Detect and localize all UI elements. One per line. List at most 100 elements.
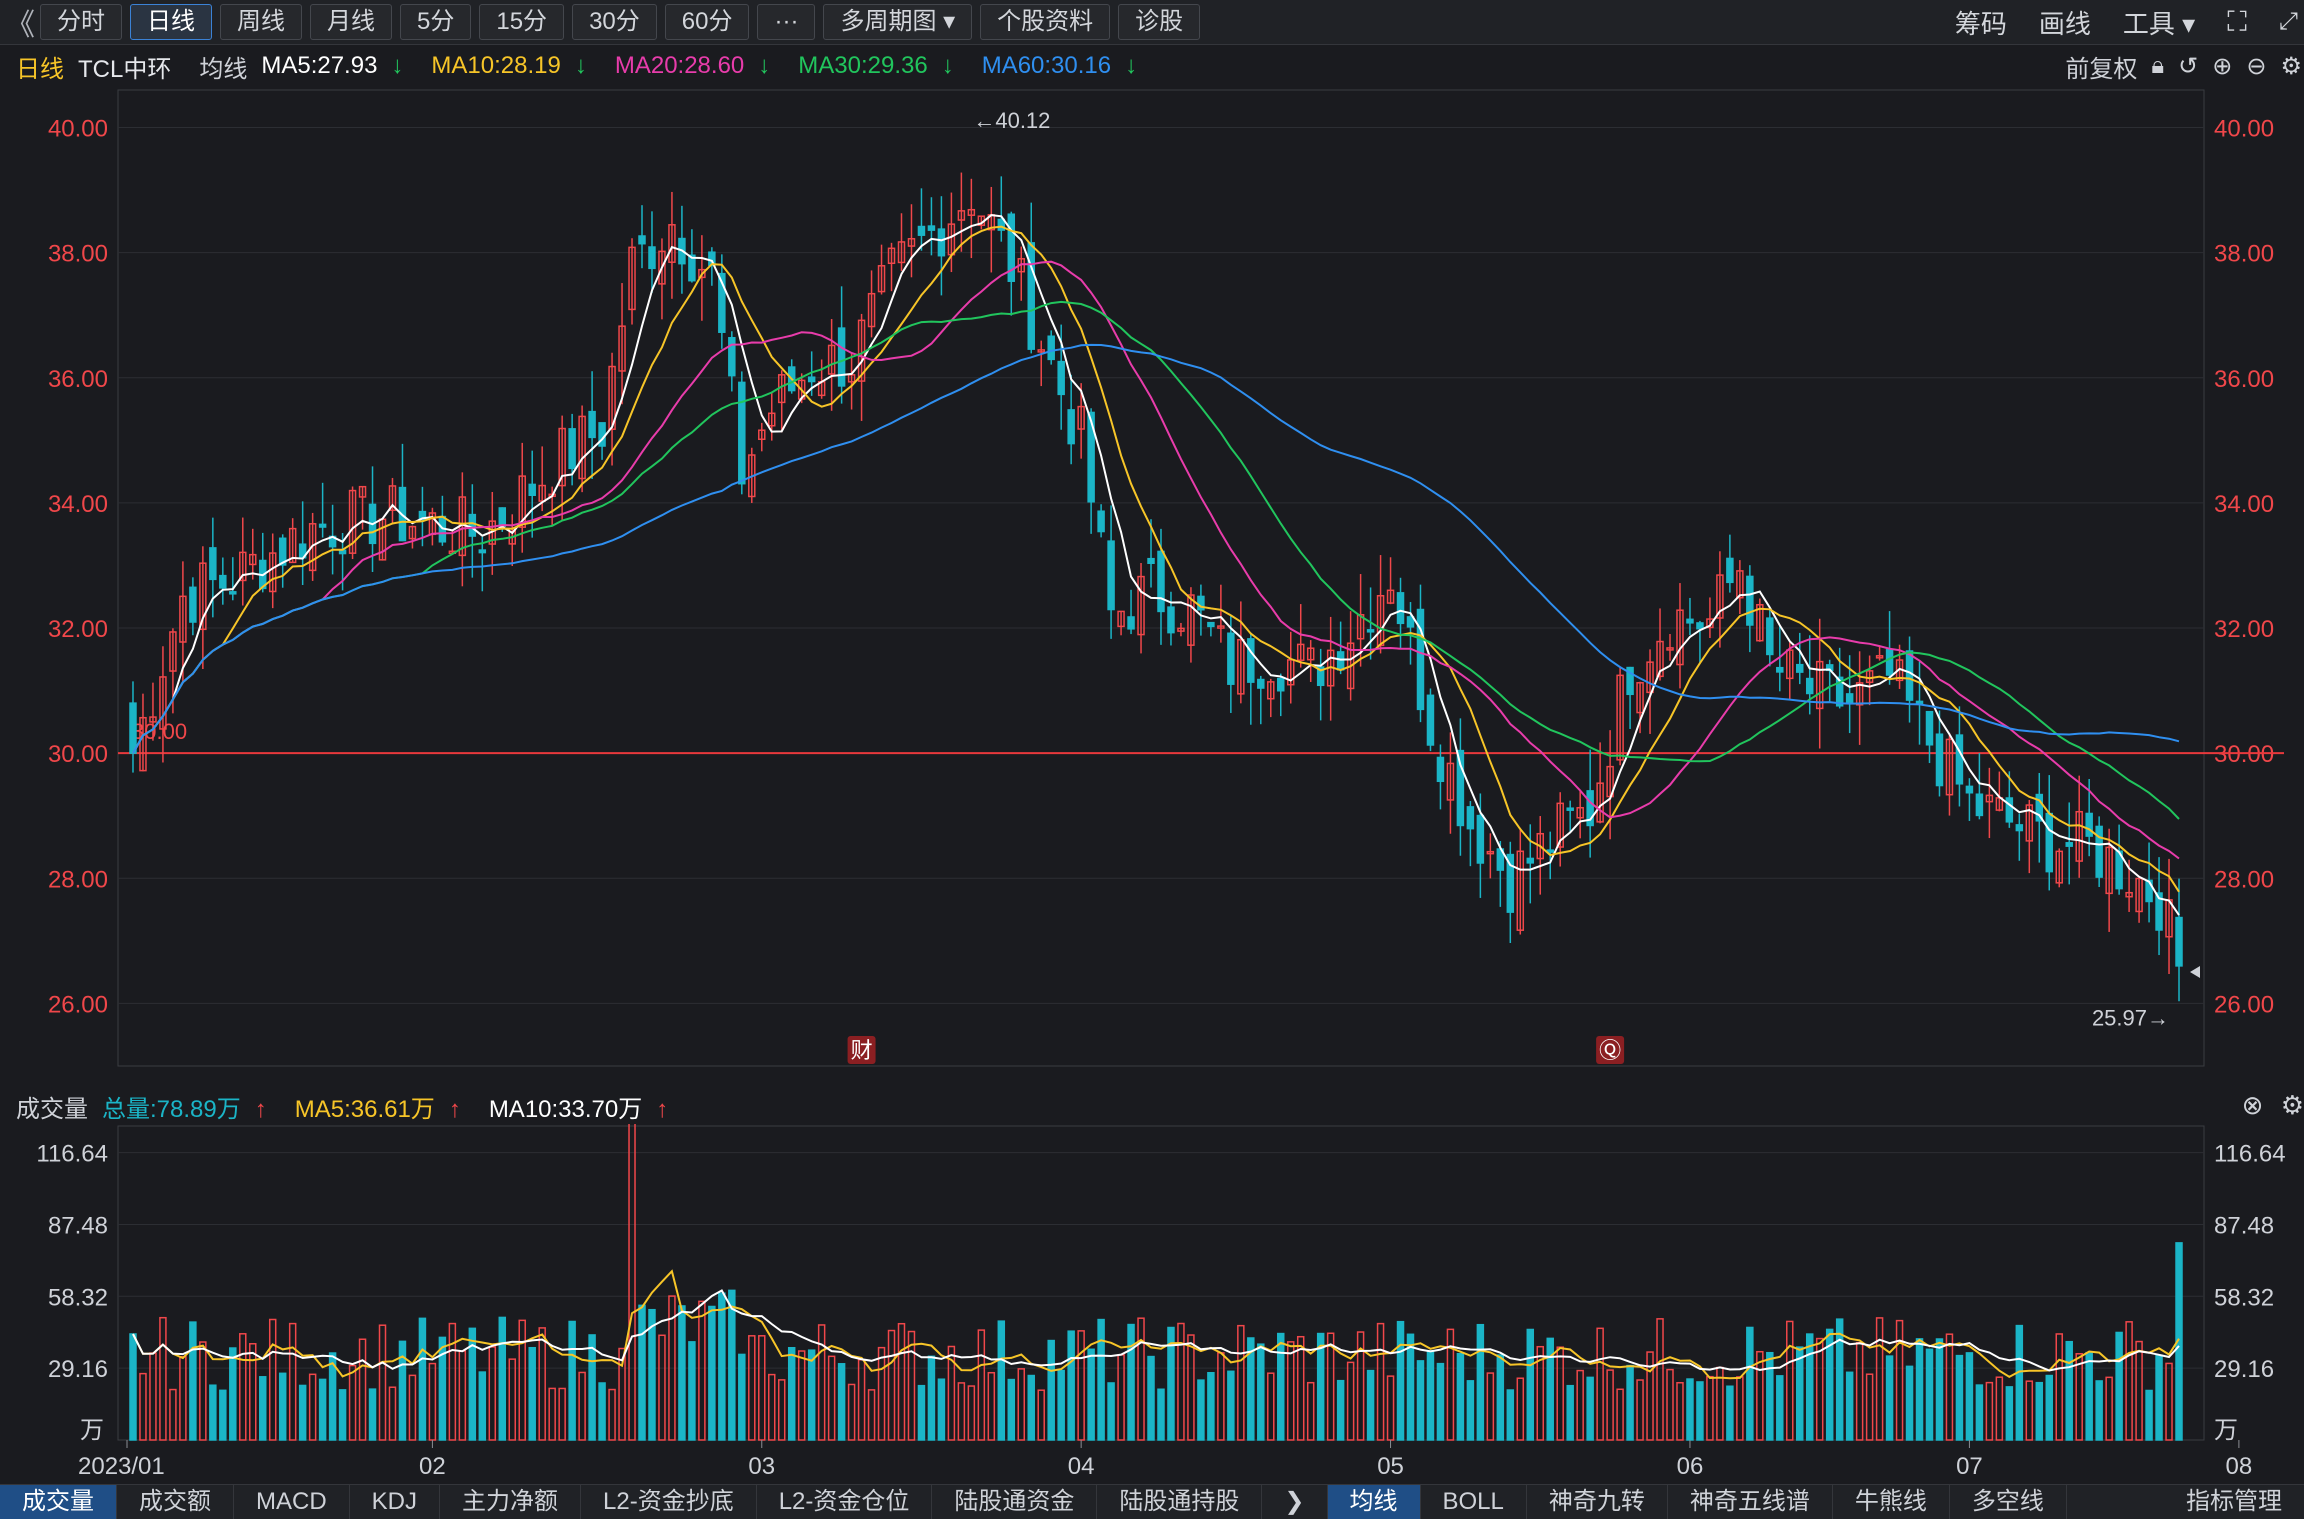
candle-body — [468, 513, 477, 537]
candle-body — [159, 676, 167, 730]
period-tab-11[interactable]: 诊股 — [1118, 4, 1201, 40]
volume-bar — [1227, 1370, 1235, 1441]
indicator-tab-4[interactable]: 主力净额 — [440, 1485, 582, 1519]
indicator-tab-8[interactable]: 陆股通持股 — [1097, 1485, 1263, 1519]
overlay-tab-4[interactable]: 牛熊线 — [1833, 1485, 1950, 1519]
candle-body — [1576, 806, 1584, 819]
overlay-tab-3[interactable]: 神奇五线谱 — [1668, 1485, 1833, 1519]
volume-bar — [448, 1322, 457, 1441]
volume-bar — [827, 1355, 836, 1441]
period-tab-3[interactable]: 月线 — [310, 4, 392, 40]
scroll-right-icon[interactable]: ❯ — [1262, 1485, 1328, 1519]
candle-body — [1257, 678, 1265, 689]
price-chart[interactable]: 40.00 40.00 38.00 38.00 36.00 36.00 34.00 34.00… — [0, 86, 2304, 1086]
volume-bar — [328, 1352, 337, 1441]
volume-bar — [1047, 1339, 1055, 1441]
volume-tick-left: 58.32 — [48, 1284, 108, 1311]
overlay-tab-5[interactable]: 多空线 — [1950, 1485, 2067, 1519]
candle-body — [1027, 242, 1035, 350]
candle-body — [1865, 670, 1874, 684]
candle-body — [887, 247, 896, 265]
volume-bar — [1446, 1328, 1455, 1441]
volume-bar — [1815, 1337, 1824, 1441]
indicator-tab-0[interactable]: 成交量 — [0, 1485, 117, 1519]
candle-body — [768, 412, 776, 427]
volume-bar — [857, 1359, 866, 1441]
close-icon[interactable]: ⊗ — [2241, 1090, 2264, 1120]
volume-bar — [1306, 1381, 1315, 1441]
candle-body — [1137, 575, 1145, 636]
volume-bar — [1067, 1330, 1075, 1441]
period-tab-0[interactable]: 分时 — [40, 4, 122, 40]
indicator-tab-6[interactable]: L2-资金仓位 — [757, 1485, 933, 1519]
price-tick-left: 40.00 — [48, 116, 108, 143]
volume-bar — [1875, 1317, 1884, 1441]
indicator-tab-1[interactable]: 成交额 — [117, 1485, 234, 1519]
indicator-tab-2[interactable]: MACD — [234, 1485, 350, 1519]
period-tab-8[interactable]: ··· — [757, 4, 816, 40]
overlay-tab-0[interactable]: 均线 — [1327, 1485, 1421, 1519]
volume-bar — [378, 1324, 387, 1441]
candle-body — [1197, 595, 1205, 611]
volume-bar — [179, 1355, 187, 1441]
chips-button[interactable]: 筹码 — [1954, 8, 2007, 39]
candle-body — [1586, 790, 1594, 827]
candle-body — [2175, 916, 2183, 967]
candle-body — [338, 549, 347, 555]
period-tab-9[interactable]: 多周期图 ▾ — [823, 4, 973, 40]
volume-bar — [189, 1321, 197, 1441]
volume-chart[interactable]: 116.64 116.64 87.48 87.48 58.32 58.32 29.16 29.… — [0, 1124, 2304, 1484]
candle-body — [897, 241, 906, 264]
candle-body — [408, 525, 417, 540]
period-tab-5[interactable]: 15分 — [479, 4, 565, 40]
volume-bar — [1087, 1348, 1095, 1441]
zoom-in-icon[interactable]: ⊕ — [2212, 52, 2233, 80]
candle-body — [1965, 785, 1974, 794]
volume-bar — [209, 1384, 217, 1441]
volume-bar — [1456, 1352, 1465, 1441]
settings-icon[interactable]: ⚙ — [2280, 52, 2302, 80]
overlay-tab-1[interactable]: BOLL — [1421, 1485, 1527, 1519]
zoom-out-icon[interactable]: ⊖ — [2246, 52, 2267, 80]
tools-button[interactable]: 工具 ▾ — [2122, 8, 2196, 39]
candle-body — [1406, 616, 1415, 628]
volume-bar — [1935, 1338, 1944, 1441]
x-axis-label: 07 — [1956, 1453, 1983, 1480]
ma60-line — [132, 343, 2180, 754]
expand-icon[interactable]: ⤢ — [2278, 8, 2298, 35]
ma-label[interactable]: 均线 — [199, 55, 248, 83]
indicator-manage-button[interactable]: 指标管理 — [2186, 1488, 2282, 1515]
period-tab-1[interactable]: 日线 — [130, 4, 212, 40]
volume-bar — [1037, 1389, 1045, 1441]
overlay-tab-2[interactable]: 神奇九转 — [1527, 1485, 1668, 1519]
volume-bar — [987, 1371, 996, 1441]
candle-body — [1057, 360, 1065, 396]
lock-icon[interactable]: 🔒︎ — [2151, 52, 2165, 79]
candle-body — [348, 489, 357, 554]
back-icon[interactable]: 《 — [5, 9, 35, 42]
volume-bar — [219, 1389, 227, 1441]
candle-body — [1676, 609, 1684, 666]
period-tab-2[interactable]: 周线 — [220, 4, 302, 40]
toolbar-right: 筹码 画线 工具 ▾ ⛶ ⤢ — [1955, 0, 2304, 44]
indicator-tab-7[interactable]: 陆股通资金 — [932, 1485, 1098, 1519]
period-tab-10[interactable]: 个股资料 — [980, 4, 1111, 40]
volume-bar — [1057, 1369, 1065, 1441]
indicator-tab-3[interactable]: KDJ — [350, 1485, 441, 1519]
adjust-button[interactable]: 前复权 — [2065, 55, 2138, 83]
volume-bar — [1845, 1371, 1854, 1441]
volume-bar — [1636, 1379, 1644, 1441]
fullscreen-icon[interactable]: ⛶ — [2227, 5, 2247, 37]
volume-bar — [239, 1333, 247, 1441]
indicator-tab-5[interactable]: L2-资金抄底 — [581, 1485, 757, 1519]
volume-bar — [478, 1371, 487, 1441]
draw-button[interactable]: 画线 — [2038, 8, 2091, 39]
candle-body — [1466, 806, 1475, 830]
period-tab-7[interactable]: 60分 — [664, 4, 750, 40]
price-tick-left: 28.00 — [48, 866, 108, 893]
volume-bar — [1885, 1355, 1894, 1441]
undo-icon[interactable]: ↺ — [2178, 52, 2199, 80]
period-tab-4[interactable]: 5分 — [400, 4, 472, 40]
period-tab-6[interactable]: 30分 — [572, 4, 657, 40]
volume-settings-icon[interactable]: ⚙ — [2280, 1090, 2304, 1120]
